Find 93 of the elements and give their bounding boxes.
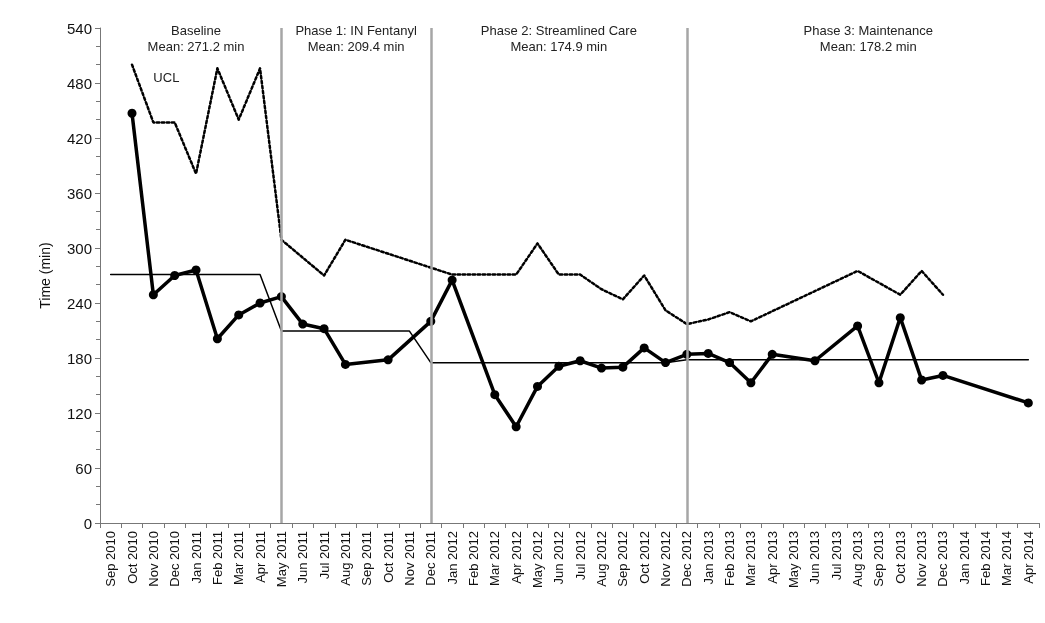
y-tick-label: 120 [66,404,92,422]
point [554,361,564,371]
point [1023,398,1033,408]
point [661,358,671,368]
x-tick-label: Jun 2012 [551,531,567,585]
x-tick-label: Feb 2014 [978,531,994,586]
point [340,359,350,369]
x-tick-label: Dec 2010 [167,531,183,587]
point [703,348,713,358]
x-tick-label: Jun 2011 [295,531,311,584]
x-tick-label: Jul 2011 [316,531,332,580]
x-tick-label: Nov 2012 [658,531,674,587]
point [234,310,244,320]
point [917,375,927,385]
point [746,378,756,388]
x-tick-label: Jan 2014 [956,531,972,585]
x-tick-label: Mar 2011 [231,531,247,585]
y-tick-label: 60 [75,459,92,477]
x-tick-label: May 2012 [529,531,545,589]
x-tick-label: Oct 2011 [380,531,396,583]
x-tick-label: May 2013 [786,531,802,589]
y-tick-label: 540 [66,19,92,37]
series-label: UCL [153,69,180,85]
x-tick-label: May 2011 [273,531,289,588]
x-tick-label: Aug 2012 [594,531,610,587]
x-tick-label: Sep 2011 [359,531,375,586]
line-series [130,63,945,326]
point [127,108,137,118]
y-tick-label: 420 [66,129,92,147]
point [938,370,948,380]
x-tick-label: Jul 2013 [828,531,844,581]
x-tick-label: Dec 2011 [423,531,439,586]
x-tick-label: Aug 2013 [850,531,866,587]
point [447,275,457,285]
x-tick-label: Dec 2013 [935,531,951,587]
point [725,358,735,368]
x-tick-label: Mar 2012 [487,531,503,586]
point [895,313,905,323]
point [533,381,542,391]
y-tick-label: 480 [66,74,92,92]
x-tick-label: Feb 2012 [465,531,481,586]
x-tick-label: Apr 2014 [1020,531,1036,584]
x-tick-label: Nov 2011 [401,531,417,586]
point [170,271,180,280]
y-tick-label: 300 [66,239,92,257]
point [298,319,308,329]
x-tick-label: Nov 2010 [145,531,161,587]
annotation: Phase 2: Streamlined Care Mean: 174.9 min [480,22,637,54]
x-tick-label: Mar 2013 [743,531,759,586]
y-tick-label: 0 [83,514,92,532]
x-tick-label: Oct 2012 [636,531,652,584]
y-tick-label: 180 [66,349,92,367]
x-tick-label: Feb 2013 [722,531,738,586]
x-tick-label: Apr 2013 [764,531,780,584]
point [853,321,863,331]
x-tick-label: Dec 2012 [679,531,695,587]
point [874,378,884,388]
x-tick-label: Jun 2013 [807,531,823,585]
x-tick-label: Mar 2014 [999,531,1015,586]
x-tick-label: Sep 2010 [103,531,119,587]
annotation: Phase 3: Maintenance Mean: 178.2 min [803,22,933,54]
point [511,422,521,432]
point [639,343,649,353]
x-tick-label: Oct 2010 [124,531,140,584]
point [191,265,201,275]
x-tick-label: Apr 2011 [252,531,268,583]
x-tick-label: Nov 2013 [914,531,930,587]
annotation: Baseline Mean: 271.2 min [147,22,245,54]
x-tick-label: Jan 2013 [700,531,716,585]
x-tick-label: Jan 2011 [188,531,204,584]
x-tick-label: Oct 2013 [892,531,908,584]
y-tick-label: 360 [66,184,92,202]
point [255,298,265,308]
x-tick-label: Feb 2011 [209,531,225,585]
point [319,324,329,334]
x-tick-label: Jan 2012 [444,531,460,585]
point [383,355,393,365]
point [490,390,500,400]
point [810,356,820,366]
y-tick-label: 240 [66,294,92,312]
point [575,356,585,366]
y-axis-title: Time (min) [37,242,53,309]
x-tick-label: Jul 2012 [572,531,588,581]
x-tick-label: Apr 2012 [508,531,524,584]
point [618,362,628,372]
x-tick-label: Sep 2012 [615,531,631,587]
annotation: Phase 1: IN Fentanyl Mean: 209.4 min [295,22,417,54]
x-tick-label: Sep 2013 [871,531,887,587]
point [148,290,158,300]
point [597,363,607,373]
point [767,349,777,359]
x-tick-label: Aug 2011 [337,531,353,586]
point [212,334,222,344]
